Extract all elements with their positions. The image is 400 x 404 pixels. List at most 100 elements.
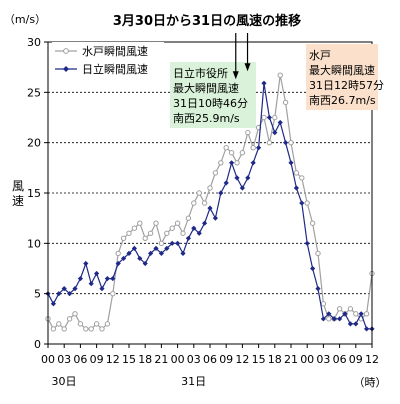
data-point bbox=[299, 175, 305, 181]
data-point bbox=[56, 321, 62, 327]
legend-marker bbox=[63, 48, 69, 54]
y-axis-label: 風速 bbox=[12, 179, 24, 208]
legend-label: 日立瞬間風速 bbox=[82, 62, 148, 76]
annotation-text: 南西25.9m/s bbox=[173, 112, 240, 125]
data-point bbox=[131, 245, 137, 251]
annotation-text: 31日10時46分 bbox=[173, 97, 248, 110]
x-tick-label: 06 bbox=[333, 353, 347, 366]
legend-marker bbox=[63, 66, 69, 72]
data-point bbox=[94, 270, 100, 277]
data-point bbox=[261, 80, 267, 86]
data-point bbox=[191, 200, 197, 206]
data-point bbox=[245, 175, 251, 181]
data-point bbox=[169, 225, 175, 231]
data-point bbox=[337, 316, 343, 322]
data-point bbox=[174, 220, 181, 226]
data-point bbox=[180, 230, 186, 236]
data-point bbox=[326, 316, 332, 322]
data-point bbox=[158, 240, 165, 247]
data-point bbox=[180, 250, 186, 256]
x-tick-label: 12 bbox=[106, 353, 120, 366]
data-point bbox=[228, 150, 235, 156]
data-point bbox=[148, 250, 154, 256]
data-point bbox=[250, 160, 256, 166]
x-tick-label: 18 bbox=[138, 353, 152, 366]
data-point bbox=[342, 311, 348, 317]
x-day-label: 30日 bbox=[52, 375, 77, 388]
annotation-box bbox=[306, 44, 378, 110]
y-tick-label: 20 bbox=[27, 137, 41, 150]
data-point bbox=[115, 250, 121, 257]
data-point bbox=[234, 160, 240, 166]
data-point bbox=[99, 326, 105, 332]
x-tick-label: 00 bbox=[41, 353, 55, 366]
data-point bbox=[229, 160, 235, 166]
x-tick-label: 15 bbox=[122, 353, 136, 366]
data-point bbox=[50, 301, 56, 307]
annotation-text: 水戸 bbox=[309, 49, 331, 62]
data-point bbox=[99, 286, 105, 292]
x-tick-label: 00 bbox=[300, 353, 314, 366]
data-point bbox=[83, 260, 89, 267]
series-hitachi bbox=[45, 80, 375, 332]
data-point bbox=[234, 175, 240, 181]
x-tick-label: 12 bbox=[365, 353, 379, 366]
x-tick-label: 09 bbox=[349, 353, 363, 366]
data-point bbox=[304, 240, 310, 246]
data-point bbox=[185, 215, 192, 221]
data-point bbox=[256, 145, 262, 151]
data-point bbox=[245, 129, 251, 136]
x-tick-label: 06 bbox=[73, 353, 87, 366]
data-point bbox=[363, 311, 370, 317]
data-point bbox=[110, 275, 116, 282]
annotation-text: 日立市役所 bbox=[173, 66, 228, 80]
data-point bbox=[239, 150, 246, 156]
legend-label: 水戸瞬間風速 bbox=[82, 45, 148, 58]
x-tick-label: 12 bbox=[235, 353, 249, 366]
data-point bbox=[310, 265, 316, 272]
data-point bbox=[347, 321, 353, 327]
data-point bbox=[277, 72, 283, 78]
annotation-arrowhead bbox=[244, 63, 251, 72]
data-point bbox=[201, 200, 208, 206]
annotation-arrowhead bbox=[232, 71, 239, 80]
x-tick-label: 15 bbox=[252, 353, 266, 366]
data-point bbox=[185, 235, 191, 241]
legend-item: 日立瞬間風速 bbox=[55, 62, 148, 76]
data-point bbox=[191, 225, 197, 231]
data-point bbox=[147, 230, 154, 236]
x-tick-label: 21 bbox=[154, 353, 168, 366]
data-point bbox=[72, 286, 78, 292]
data-point bbox=[142, 235, 148, 242]
data-point bbox=[212, 170, 219, 176]
data-point bbox=[331, 316, 337, 322]
legend-box bbox=[52, 42, 164, 78]
data-point bbox=[353, 321, 359, 327]
x-tick-label: 03 bbox=[57, 353, 71, 366]
data-point bbox=[223, 180, 229, 186]
annotation-text: 南西26.7m/s bbox=[309, 94, 376, 107]
x-tick-label: 03 bbox=[187, 353, 201, 366]
data-point bbox=[120, 235, 127, 242]
data-point bbox=[326, 311, 332, 317]
data-point bbox=[158, 250, 164, 256]
data-point bbox=[142, 260, 148, 267]
data-point bbox=[283, 140, 289, 146]
annotation-text: 最大瞬間風速 bbox=[309, 63, 375, 77]
data-point bbox=[336, 306, 343, 312]
y-axis-label-char: 速 bbox=[12, 194, 24, 208]
annotations: 日立市役所最大瞬間風速31日10時46分南西25.9m/s水戸最大瞬間風速31日… bbox=[170, 33, 384, 128]
data-point bbox=[137, 220, 143, 226]
data-point bbox=[50, 326, 57, 332]
data-point bbox=[315, 250, 321, 257]
series bbox=[45, 72, 375, 332]
data-point bbox=[137, 255, 143, 262]
data-point bbox=[207, 185, 213, 191]
data-point bbox=[358, 311, 364, 317]
data-point bbox=[169, 240, 175, 246]
